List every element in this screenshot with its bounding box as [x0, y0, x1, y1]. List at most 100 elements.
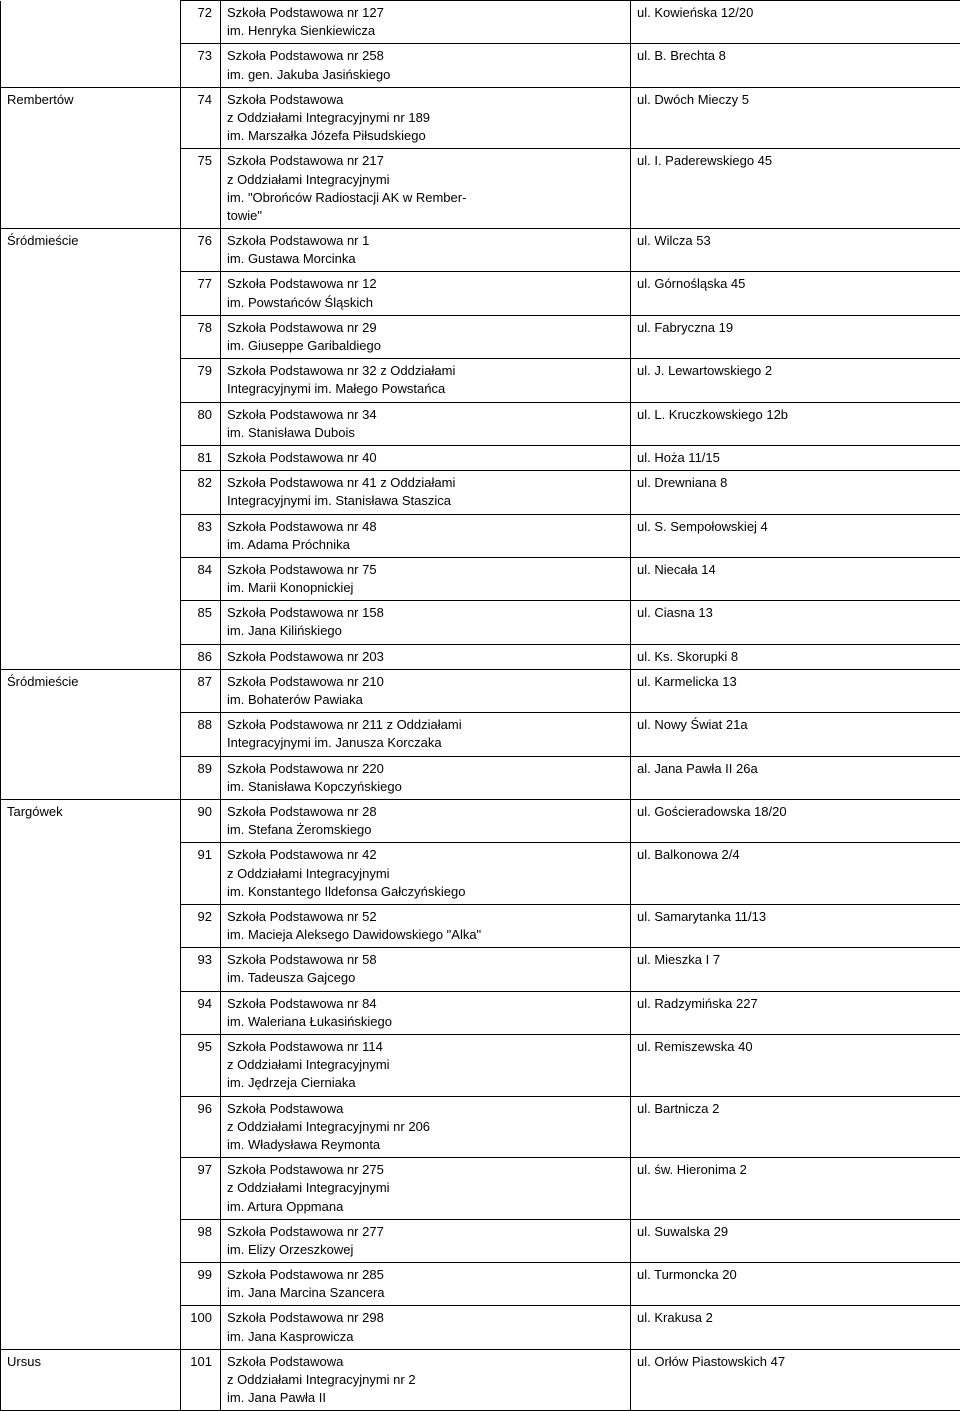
district-cell — [1, 991, 181, 1034]
table-row: Targówek90Szkoła Podstawowa nr 28im. Ste… — [1, 799, 960, 842]
row-number-cell: 84 — [181, 557, 221, 600]
row-number-cell: 85 — [181, 601, 221, 644]
address-cell: ul. S. Sempołowskiej 4 — [631, 514, 960, 557]
district-cell — [1, 601, 181, 644]
address-cell: ul. Górnośląska 45 — [631, 272, 960, 315]
table-row: 78Szkoła Podstawowa nr 29im. Giuseppe Ga… — [1, 315, 960, 358]
address-cell: ul. Samarytanka 11/13 — [631, 904, 960, 947]
school-name-cell: Szkoła Podstawowa nr 32 z OddziałamiInte… — [221, 359, 631, 402]
address-cell: ul. L. Kruczkowskiego 12b — [631, 402, 960, 445]
district-cell — [1, 514, 181, 557]
address-cell: ul. Hoża 11/15 — [631, 445, 960, 470]
row-number-cell: 79 — [181, 359, 221, 402]
address-cell: ul. Bartnicza 2 — [631, 1096, 960, 1158]
school-name-cell: Szkoła Podstawowa nr 285im. Jana Marcina… — [221, 1263, 631, 1306]
school-name-cell: Szkoła Podstawowa nr 1im. Gustawa Morcin… — [221, 229, 631, 272]
district-cell: Śródmieście — [1, 669, 181, 712]
address-cell: ul. Dwóch Mieczy 5 — [631, 87, 960, 149]
school-name-cell: Szkoła Podstawowa nr 210im. Bohaterów Pa… — [221, 669, 631, 712]
address-cell: al. Jana Pawła II 26a — [631, 756, 960, 799]
row-number-cell: 74 — [181, 87, 221, 149]
district-cell — [1, 272, 181, 315]
row-number-cell: 100 — [181, 1306, 221, 1349]
district-cell — [1, 1035, 181, 1097]
table-row: Śródmieście76Szkoła Podstawowa nr 1im. G… — [1, 229, 960, 272]
address-cell: ul. Mieszka I 7 — [631, 948, 960, 991]
table-row: 93Szkoła Podstawowa nr 58im. Tadeusza Ga… — [1, 948, 960, 991]
row-number-cell: 90 — [181, 799, 221, 842]
district-cell — [1, 557, 181, 600]
school-name-cell: Szkoła Podstawowa nr 40 — [221, 445, 631, 470]
district-cell: Rembertów — [1, 87, 181, 149]
table-row: 79Szkoła Podstawowa nr 32 z OddziałamiIn… — [1, 359, 960, 402]
row-number-cell: 73 — [181, 44, 221, 87]
district-cell — [1, 843, 181, 905]
district-cell — [1, 402, 181, 445]
district-cell — [1, 904, 181, 947]
district-cell: Ursus — [1, 1349, 181, 1411]
school-name-cell: Szkoła Podstawowa nr 41 z OddziałamiInte… — [221, 471, 631, 514]
address-cell: ul. B. Brechta 8 — [631, 44, 960, 87]
address-cell: ul. Karmelicka 13 — [631, 669, 960, 712]
table-row: 82Szkoła Podstawowa nr 41 z OddziałamiIn… — [1, 471, 960, 514]
school-name-cell: Szkoła Podstawowa nr 127im. Henryka Sien… — [221, 1, 631, 44]
district-cell — [1, 1096, 181, 1158]
school-name-cell: Szkoła Podstawowa nr 211 z OddziałamiInt… — [221, 713, 631, 756]
address-cell: ul. Kowieńska 12/20 — [631, 1, 960, 44]
row-number-cell: 82 — [181, 471, 221, 514]
address-cell: ul. Ks. Skorupki 8 — [631, 644, 960, 669]
district-cell — [1, 1, 181, 44]
address-cell: ul. Remiszewska 40 — [631, 1035, 960, 1097]
address-cell: ul. Fabryczna 19 — [631, 315, 960, 358]
district-cell: Targówek — [1, 799, 181, 842]
row-number-cell: 87 — [181, 669, 221, 712]
row-number-cell: 88 — [181, 713, 221, 756]
table-row: 86Szkoła Podstawowa nr 203ul. Ks. Skorup… — [1, 644, 960, 669]
address-cell: ul. św. Hieronima 2 — [631, 1158, 960, 1220]
table-row: 96Szkoła Podstawowaz Oddziałami Integrac… — [1, 1096, 960, 1158]
district-cell — [1, 471, 181, 514]
address-cell: ul. Wilcza 53 — [631, 229, 960, 272]
district-cell — [1, 359, 181, 402]
address-cell: ul. Suwalska 29 — [631, 1219, 960, 1262]
school-name-cell: Szkoła Podstawowa nr 12im. Powstańców Śl… — [221, 272, 631, 315]
row-number-cell: 78 — [181, 315, 221, 358]
address-cell: ul. Drewniana 8 — [631, 471, 960, 514]
table-row: 77Szkoła Podstawowa nr 12im. Powstańców … — [1, 272, 960, 315]
row-number-cell: 80 — [181, 402, 221, 445]
row-number-cell: 89 — [181, 756, 221, 799]
row-number-cell: 96 — [181, 1096, 221, 1158]
row-number-cell: 95 — [181, 1035, 221, 1097]
school-name-cell: Szkoła Podstawowa nr 52im. Macieja Aleks… — [221, 904, 631, 947]
school-name-cell: Szkoła Podstawowa nr 158im. Jana Kilińsk… — [221, 601, 631, 644]
school-name-cell: Szkoła Podstawowa nr 34im. Stanisława Du… — [221, 402, 631, 445]
address-cell: ul. Turmoncka 20 — [631, 1263, 960, 1306]
table-row: 94Szkoła Podstawowa nr 84im. Waleriana Ł… — [1, 991, 960, 1034]
school-name-cell: Szkoła Podstawowa nr 48im. Adama Próchni… — [221, 514, 631, 557]
address-cell: ul. Orłów Piastowskich 47 — [631, 1349, 960, 1411]
row-number-cell: 83 — [181, 514, 221, 557]
district-cell — [1, 948, 181, 991]
school-name-cell: Szkoła Podstawowa nr 277im. Elizy Orzesz… — [221, 1219, 631, 1262]
table-row: 98Szkoła Podstawowa nr 277im. Elizy Orze… — [1, 1219, 960, 1262]
school-name-cell: Szkoła Podstawowaz Oddziałami Integracyj… — [221, 87, 631, 149]
district-cell — [1, 44, 181, 87]
row-number-cell: 99 — [181, 1263, 221, 1306]
school-name-cell: Szkoła Podstawowa nr 220im. Stanisława K… — [221, 756, 631, 799]
row-number-cell: 98 — [181, 1219, 221, 1262]
school-name-cell: Szkoła Podstawowaz Oddziałami Integracyj… — [221, 1096, 631, 1158]
school-name-cell: Szkoła Podstawowa nr 217z Oddziałami Int… — [221, 149, 631, 229]
row-number-cell: 75 — [181, 149, 221, 229]
table-row: 88Szkoła Podstawowa nr 211 z OddziałamiI… — [1, 713, 960, 756]
table-row: 95Szkoła Podstawowa nr 114z Oddziałami I… — [1, 1035, 960, 1097]
address-cell: ul. I. Paderewskiego 45 — [631, 149, 960, 229]
address-cell: ul. Krakusa 2 — [631, 1306, 960, 1349]
school-name-cell: Szkoła Podstawowa nr 28im. Stefana Żerom… — [221, 799, 631, 842]
table-row: 81Szkoła Podstawowa nr 40ul. Hoża 11/15 — [1, 445, 960, 470]
district-cell — [1, 713, 181, 756]
row-number-cell: 94 — [181, 991, 221, 1034]
school-name-cell: Szkoła Podstawowa nr 75im. Marii Konopni… — [221, 557, 631, 600]
table-row: 72Szkoła Podstawowa nr 127im. Henryka Si… — [1, 1, 960, 44]
table-row: 85Szkoła Podstawowa nr 158im. Jana Kiliń… — [1, 601, 960, 644]
table-row: Rembertów74Szkoła Podstawowaz Oddziałami… — [1, 87, 960, 149]
